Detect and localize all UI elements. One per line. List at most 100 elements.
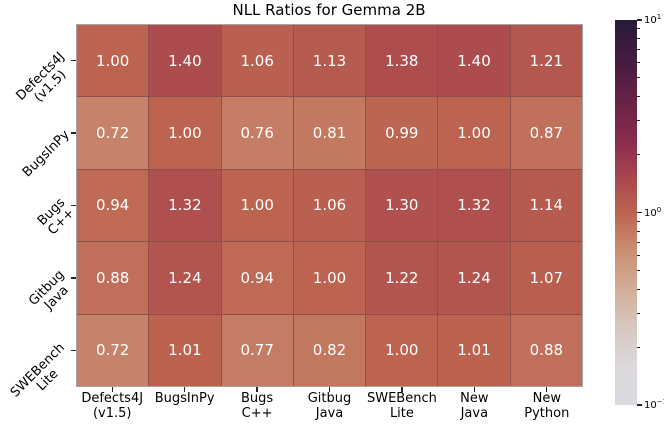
- row-label: Bugs C++: [34, 194, 78, 238]
- chart-title: NLL Ratios for Gemma 2B: [232, 1, 426, 19]
- cell-value: 1.01: [168, 341, 202, 360]
- cell-value: 1.00: [312, 268, 347, 287]
- cell-value: 1.40: [457, 51, 491, 70]
- cell-value: 0.94: [240, 268, 274, 287]
- heatmap-cell: 0.87: [510, 97, 582, 169]
- colorbar-tick-label: 100: [644, 205, 662, 219]
- heatmap-cell: 1.21: [510, 25, 582, 97]
- heatmap-cell: 1.24: [438, 242, 510, 314]
- cell-value: 1.00: [457, 124, 491, 143]
- x-axis-tick: [256, 387, 258, 392]
- x-axis-tick: [473, 387, 476, 392]
- colorbar-minor-tick: [637, 154, 640, 156]
- row-label: Gitbug Java: [26, 267, 73, 314]
- cell-value: 0.72: [95, 341, 130, 360]
- heatmap-cell: 1.07: [510, 242, 582, 314]
- cell-value: 0.87: [529, 124, 564, 143]
- colorbar-minor-tick: [637, 230, 640, 232]
- heatmap-cell: 1.14: [510, 169, 582, 242]
- cell-value: 1.00: [168, 124, 202, 143]
- heatmap-cell: 1.00: [149, 97, 221, 169]
- col-label: New Python: [524, 391, 570, 421]
- cell-value: 1.24: [168, 268, 202, 287]
- cell-value: 1.01: [457, 341, 491, 360]
- cell-value: 1.24: [457, 268, 491, 287]
- heatmap-cell: 0.94: [77, 169, 149, 242]
- heatmap-cell: 1.06: [221, 25, 293, 97]
- cell-value: 0.88: [95, 268, 130, 287]
- heatmap-cell: 1.40: [149, 25, 221, 97]
- colorbar-gradient: [615, 20, 637, 405]
- heatmap-cell: 0.99: [366, 97, 438, 169]
- row-label: BugsInPy: [20, 127, 73, 181]
- colorbar-minor-tick: [637, 28, 640, 30]
- colorbar-tick-label: 10−1: [644, 397, 664, 412]
- heatmap-cell: 1.24: [149, 242, 221, 314]
- y-axis-tick: [70, 277, 76, 279]
- cell-value: 1.40: [168, 51, 202, 70]
- cell-value: 0.82: [312, 341, 347, 360]
- heatmap-cell: 0.88: [510, 314, 582, 386]
- colorbar-minor-tick: [637, 96, 640, 98]
- heatmap-cell: 1.00: [77, 25, 149, 97]
- colorbar-minor-tick: [637, 62, 640, 64]
- col-label: Defects4J (v1.5): [81, 391, 144, 421]
- cell-value: 0.94: [95, 196, 130, 215]
- colorbar-tick-label: 101: [644, 12, 662, 27]
- row-label: Defects4J (v1.5): [13, 49, 70, 106]
- colorbar-minor-tick: [637, 49, 640, 51]
- cell-value: 1.22: [385, 268, 419, 287]
- cell-value: 0.77: [240, 341, 274, 360]
- heatmap-cell: 1.32: [149, 169, 221, 242]
- heatmap-cell: 1.00: [221, 169, 293, 242]
- heatmap-cell: 1.22: [366, 242, 438, 314]
- colorbar-minor-tick: [637, 288, 640, 290]
- cell-value: 1.32: [168, 196, 202, 215]
- colorbar-major-tick: [637, 211, 642, 214]
- colorbar-minor-tick: [637, 38, 640, 40]
- colorbar-minor-tick: [637, 346, 640, 348]
- heatmap-cell: 1.30: [366, 169, 438, 242]
- heatmap-cell: 1.38: [366, 25, 438, 97]
- cell-value: 1.14: [529, 196, 564, 215]
- heatmap-cell: 1.13: [293, 25, 366, 97]
- heatmap-cell: 1.01: [438, 314, 510, 386]
- cell-value: 0.81: [312, 124, 347, 143]
- heatmap-cell: 1.01: [149, 314, 221, 386]
- cell-value: 1.00: [95, 51, 130, 70]
- colorbar-minor-tick: [637, 269, 640, 271]
- colorbar-minor-tick: [637, 241, 640, 243]
- cell-value: 0.99: [385, 124, 419, 143]
- cell-value: 1.13: [312, 51, 347, 70]
- x-axis-tick: [401, 387, 403, 392]
- cell-value: 0.72: [95, 124, 130, 143]
- heatmap-cell: 1.00: [366, 314, 438, 386]
- cell-value: 1.06: [240, 51, 274, 70]
- cell-value: 1.06: [312, 196, 347, 215]
- col-label: SWEBench Lite: [366, 391, 437, 421]
- cell-value: 1.00: [385, 341, 419, 360]
- col-label: Gitbug Java: [307, 391, 352, 421]
- heatmap-cell: 0.82: [293, 314, 366, 386]
- cell-value: 1.00: [240, 196, 274, 215]
- colorbar-major-tick: [637, 404, 642, 406]
- colorbar-minor-tick: [637, 254, 640, 256]
- colorbar-minor-tick: [637, 220, 640, 222]
- heatmap-cell: 0.88: [77, 242, 149, 314]
- y-axis-tick: [70, 350, 76, 352]
- y-axis-tick: [70, 132, 76, 134]
- heatmap-cell: 0.77: [221, 314, 293, 386]
- x-axis-tick: [328, 387, 331, 392]
- heatmap-grid: 1.00 1.40 1.06 1.13 1.38 1.40 1.21 0.72 1.00 0.76…: [76, 24, 583, 387]
- cell-value: 1.38: [385, 51, 419, 70]
- colorbar-major-tick: [637, 19, 642, 21]
- colorbar: [615, 20, 637, 405]
- cell-value: 0.76: [240, 124, 274, 143]
- colorbar-minor-tick: [637, 77, 640, 79]
- heatmap-cell: 0.94: [221, 242, 293, 314]
- heatmap-cell: 0.76: [221, 97, 293, 169]
- heatmap-cell: 1.40: [438, 25, 510, 97]
- cell-value: 1.30: [385, 196, 419, 215]
- col-label: Bugs C++: [240, 391, 274, 421]
